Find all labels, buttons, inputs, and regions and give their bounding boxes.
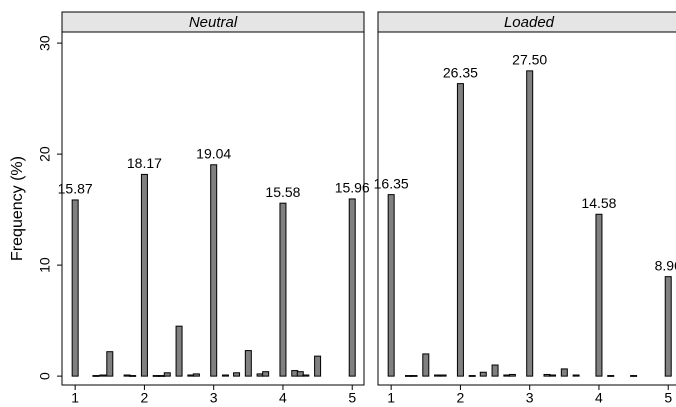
bar [479,371,487,377]
panel-title: Neutral [189,14,238,31]
bar [296,371,304,377]
bar [607,375,615,377]
value-label: 18.17 [127,155,162,171]
value-label: 15.58 [265,184,300,200]
bar [244,350,252,377]
bar [630,375,638,377]
x-tick-label: 4 [595,390,603,406]
x-tick-label: 5 [664,390,672,406]
y-tick-label: 0 [37,372,53,380]
x-tick-label: 5 [348,390,356,406]
bar [192,373,200,377]
bar [549,374,557,377]
y-tick-label: 20 [37,146,53,162]
bar [71,199,79,377]
bar [163,372,171,377]
panel-frame [61,31,365,386]
bar [129,375,137,377]
panel-title: Loaded [504,14,555,31]
bar [491,364,499,377]
bar [262,371,270,377]
value-label: 27.50 [512,52,547,68]
bar [106,351,114,377]
value-label: 15.87 [58,181,93,197]
bar [302,374,310,377]
bar [595,213,603,377]
bar [140,173,148,377]
x-tick-label: 2 [457,390,465,406]
bar [210,164,218,377]
bar [664,276,672,377]
value-label: 19.04 [196,145,231,161]
bar [468,375,476,377]
value-label: 26.35 [443,64,478,80]
x-tick-label: 1 [71,390,79,406]
y-tick-label: 30 [37,35,53,51]
value-label: 8.96 [655,257,676,273]
bar [572,374,580,377]
bar [410,375,418,377]
value-label: 16.35 [374,175,409,191]
bar [439,374,447,377]
x-tick-label: 3 [210,390,218,406]
panel-frame [377,31,676,386]
bar [175,325,183,377]
x-tick-label: 3 [526,390,534,406]
bar [233,372,241,377]
bar [526,70,534,377]
bar [279,202,287,377]
bar [422,353,430,377]
x-tick-label: 1 [387,390,395,406]
value-label: 14.58 [581,195,616,211]
y-tick-label: 10 [37,257,53,273]
bar [456,83,464,377]
bar [221,374,229,377]
value-label: 15.96 [335,180,370,196]
bar [387,194,395,377]
bar [92,375,100,377]
bar [508,373,516,377]
y-axis-label: Frequency (%) [9,156,26,261]
bar [99,374,107,377]
bar [348,198,356,377]
bar [560,368,568,377]
x-tick-label: 2 [141,390,149,406]
bar [314,355,322,377]
x-tick-label: 4 [279,390,287,406]
